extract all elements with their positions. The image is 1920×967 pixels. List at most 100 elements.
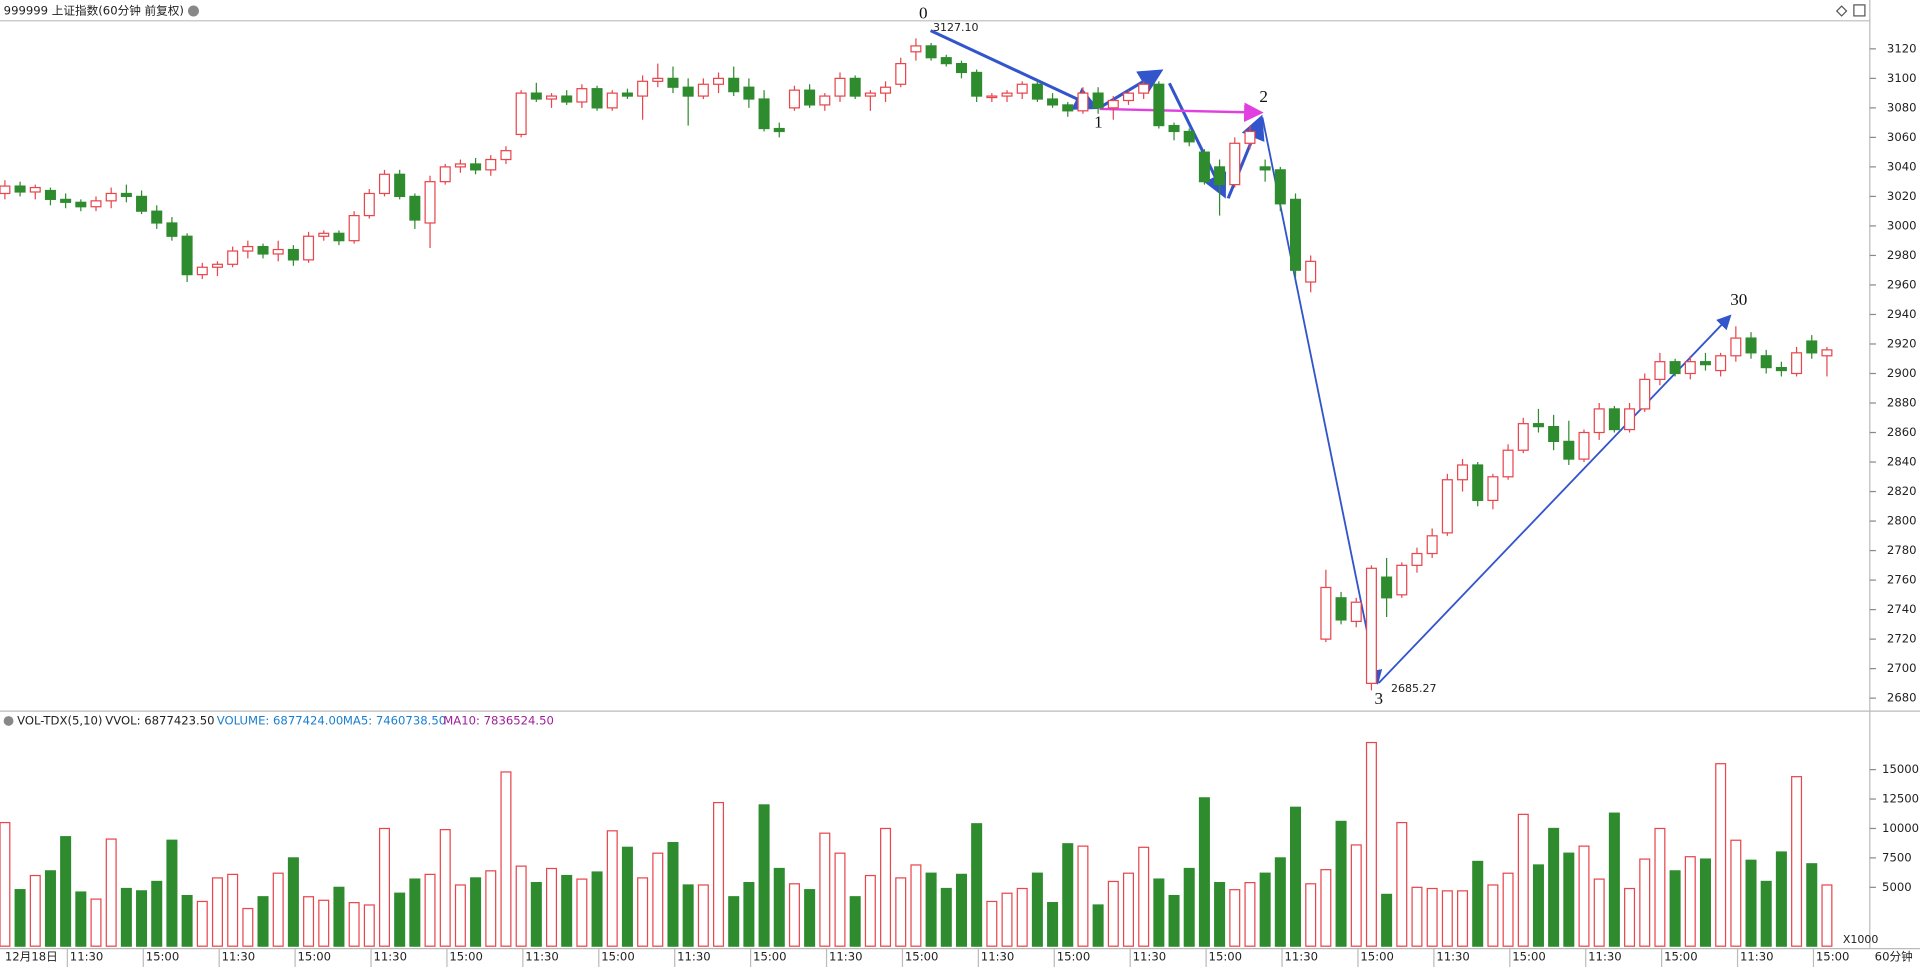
wave-label: 30 <box>1730 290 1747 309</box>
panel-icon[interactable] <box>1853 4 1866 17</box>
volume-bar <box>819 832 831 947</box>
x-tick-label: 11:30 <box>981 950 1015 964</box>
candle-body <box>211 263 223 268</box>
volume-bar <box>834 852 846 947</box>
y-tick-label: 2740 <box>1887 602 1917 616</box>
low-label: 2685.27 <box>1391 682 1437 695</box>
title-menu[interactable] <box>187 5 199 17</box>
candle-body <box>788 89 800 109</box>
volume-bar <box>910 864 922 947</box>
wave-label: 3 <box>1374 689 1383 708</box>
candle-body <box>1153 83 1165 127</box>
candle-body <box>728 77 740 93</box>
x-tick-label: 11:30 <box>222 950 256 964</box>
candle-body <box>394 173 406 198</box>
volume-bar <box>90 898 102 947</box>
candle-body <box>1122 92 1134 102</box>
candle-body <box>424 181 436 224</box>
vol-menu[interactable] <box>3 716 14 726</box>
candle-body <box>1760 355 1772 369</box>
volume-bar <box>1745 859 1757 947</box>
candle-body <box>652 77 664 82</box>
y-tick-label: 5000 <box>1882 880 1912 894</box>
candle-body <box>44 189 56 200</box>
candle-body <box>1138 83 1150 94</box>
candle-body <box>1183 130 1195 143</box>
volume-bar <box>1244 882 1256 947</box>
candle-body <box>272 248 284 255</box>
volume-bar <box>576 878 588 947</box>
x-tick-label: 11:30 <box>1588 950 1622 964</box>
volume-bar <box>940 887 952 947</box>
y-tick-label: 2960 <box>1887 277 1917 291</box>
candle-body <box>1441 479 1453 534</box>
candle-body <box>819 95 831 106</box>
volume-bar <box>804 889 816 947</box>
candle-body <box>1791 352 1803 375</box>
volume-bar <box>1806 863 1818 947</box>
x-tick-label: 15:00 <box>146 950 180 964</box>
volume-bar <box>1016 887 1028 947</box>
candle-body <box>1532 423 1544 428</box>
candle-body <box>1684 361 1696 375</box>
x-tick-label: 15:00 <box>601 950 635 964</box>
volume-bar <box>409 878 421 947</box>
x-tick-label: 15:00 <box>1816 950 1850 964</box>
y-tick-label: 3020 <box>1887 189 1917 203</box>
y-tick-label: 2840 <box>1887 455 1917 469</box>
candle-body <box>637 80 649 97</box>
candle-body <box>743 86 755 100</box>
volume-bar <box>1320 869 1332 947</box>
volume-bar <box>424 873 436 947</box>
candle-body <box>1806 340 1818 354</box>
candle-body <box>1730 337 1742 357</box>
volume-bar <box>606 830 618 947</box>
candle-body <box>29 186 41 193</box>
x-tick-label: 15:00 <box>1209 950 1243 964</box>
candle-body <box>181 235 193 276</box>
volume-bar <box>1715 763 1727 947</box>
candle-body <box>1593 408 1605 434</box>
volume-bar <box>166 839 178 947</box>
volume-bar <box>333 886 345 947</box>
y-tick-label: 2880 <box>1887 396 1917 410</box>
y-tick-label: 3000 <box>1887 218 1917 232</box>
x-tick-label: 11:30 <box>525 950 559 964</box>
volume-bar <box>151 880 163 947</box>
volume-bar <box>515 865 527 947</box>
x-tick-label: 11:30 <box>373 950 407 964</box>
volume-bar <box>1426 887 1438 947</box>
diamond-icon[interactable] <box>1835 5 1848 17</box>
volume-bar <box>743 882 755 947</box>
volume-bar <box>667 841 679 947</box>
y-tick-label: 2720 <box>1887 632 1917 646</box>
candle-body <box>409 195 421 221</box>
volume-bar <box>1259 872 1271 947</box>
candle-body <box>1715 355 1727 372</box>
candle-body <box>591 88 603 109</box>
volume-bar <box>14 889 26 947</box>
candle-body <box>1305 260 1317 283</box>
candle-body <box>697 83 709 97</box>
candle-body <box>470 163 482 171</box>
volume-bar <box>1290 806 1302 947</box>
candle-body <box>1229 142 1241 186</box>
candle-body <box>1077 92 1089 112</box>
y-tick-label: 2680 <box>1887 691 1917 705</box>
volume-bar <box>788 883 800 947</box>
volume-bar <box>591 871 603 947</box>
y-tick-label: 3120 <box>1887 41 1917 55</box>
volume-bar <box>652 852 664 947</box>
candle-body <box>303 235 315 261</box>
volume-bar <box>1730 839 1742 947</box>
volume-bar <box>1487 884 1499 947</box>
x-tick-label: 15:00 <box>298 950 332 964</box>
y-tick-label: 12500 <box>1882 792 1919 806</box>
y-tick-label: 3040 <box>1887 159 1917 173</box>
y-tick-label: 2760 <box>1887 573 1917 587</box>
volume-bar <box>1001 892 1013 947</box>
volume-bar <box>1077 845 1089 947</box>
candle-body <box>136 195 148 212</box>
